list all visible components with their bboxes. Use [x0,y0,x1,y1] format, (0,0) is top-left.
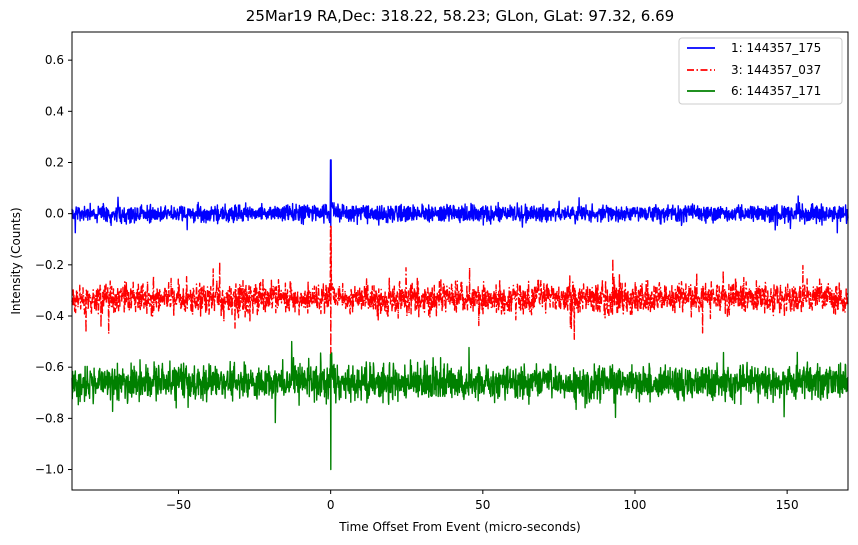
y-tick-label: −0.2 [35,258,64,272]
y-axis-ticks: −1.0 −0.8 −0.6 −0.4 −0.2 0.0 0.2 0.4 0.6 [35,53,72,477]
y-tick-label: 0.2 [45,155,64,169]
y-tick-label: 0.4 [45,104,64,118]
legend: 1: 144357_175 3: 144357_037 6: 144357_17… [678,37,843,105]
series-line-2 [71,225,849,361]
y-tick-label: −0.6 [35,360,64,374]
x-tick-label: 150 [776,498,799,512]
chart-title: 25Mar19 RA,Dec: 318.22, 58.23; GLon, GLa… [246,7,674,25]
x-axis-label: Time Offset From Event (micro-seconds) [338,520,580,534]
x-axis-ticks: −50 0 50 100 150 [166,490,799,512]
y-tick-label: −0.8 [35,411,64,425]
series-line-1 [71,159,849,234]
plot-frame [71,31,849,491]
legend-label-1: 1: 144357_175 [731,41,821,55]
x-tick-label: 100 [624,498,647,512]
x-tick-label: −50 [166,498,191,512]
legend-label-3: 3: 144357_037 [731,63,821,77]
plot-traces [71,159,849,471]
y-tick-label: −0.4 [35,309,64,323]
y-axis-label: Intensity (Counts) [9,207,23,314]
x-tick-label: 50 [475,498,490,512]
x-tick-label: 0 [327,498,335,512]
legend-box [678,37,843,105]
y-tick-label: 0.0 [45,207,64,221]
y-tick-label: 0.6 [45,53,64,67]
y-tick-label: −1.0 [35,463,64,477]
series-line-3 [71,340,849,471]
legend-label-6: 6: 144357_171 [731,84,821,98]
